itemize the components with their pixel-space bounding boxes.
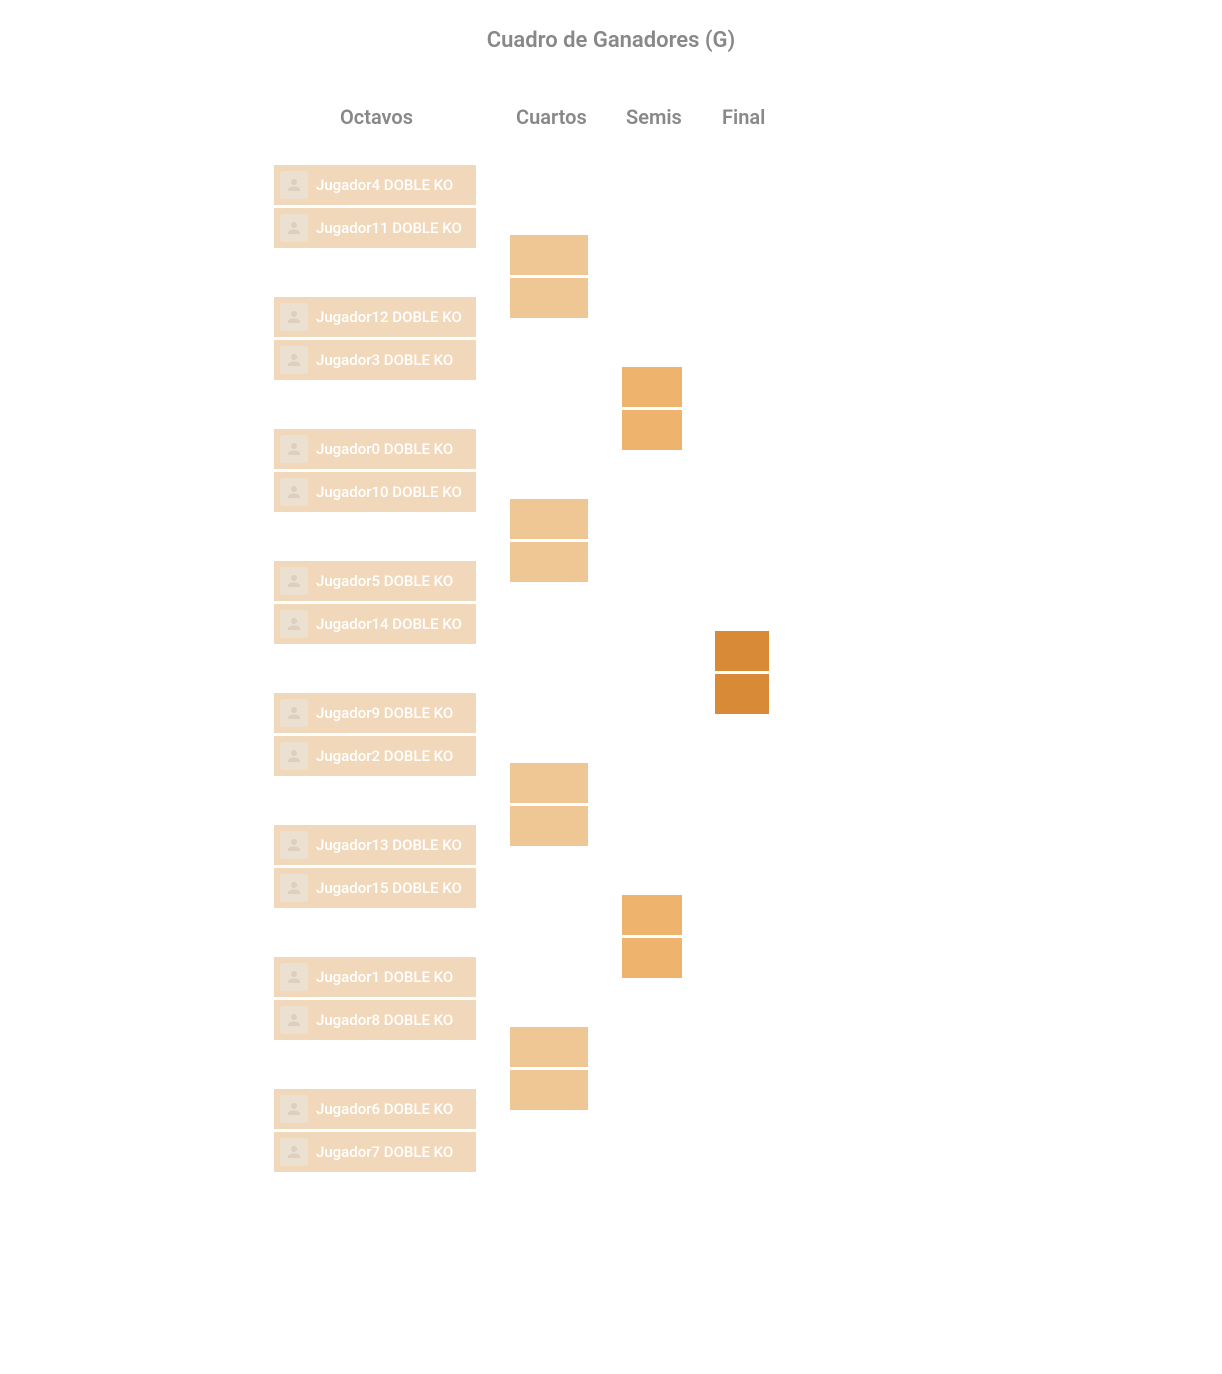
player-slot[interactable]: Jugador9 DOBLE KO bbox=[274, 693, 476, 733]
player-name: Jugador11 DOBLE KO bbox=[316, 219, 462, 237]
octavos-pair: Jugador12 DOBLE KO Jugador3 DOBLE KO bbox=[274, 297, 476, 380]
avatar-icon bbox=[280, 831, 308, 859]
player-slot[interactable]: Jugador4 DOBLE KO bbox=[274, 165, 476, 205]
empty-slot[interactable] bbox=[510, 499, 588, 539]
player-name: Jugador6 DOBLE KO bbox=[316, 1100, 453, 1118]
player-slot[interactable]: Jugador1 DOBLE KO bbox=[274, 957, 476, 997]
avatar-icon bbox=[280, 435, 308, 463]
header-octavos: Octavos bbox=[340, 105, 413, 129]
player-name: Jugador3 DOBLE KO bbox=[316, 351, 453, 369]
player-name: Jugador2 DOBLE KO bbox=[316, 747, 453, 765]
semis-pair bbox=[622, 367, 682, 450]
avatar-icon bbox=[280, 610, 308, 638]
semis-pair bbox=[622, 895, 682, 978]
empty-slot[interactable] bbox=[510, 1070, 588, 1110]
player-slot[interactable]: Jugador15 DOBLE KO bbox=[274, 868, 476, 908]
final-pair bbox=[715, 631, 769, 714]
player-name: Jugador0 DOBLE KO bbox=[316, 440, 453, 458]
player-slot[interactable]: Jugador11 DOBLE KO bbox=[274, 208, 476, 248]
avatar-icon bbox=[280, 171, 308, 199]
avatar-icon bbox=[280, 346, 308, 374]
player-name: Jugador15 DOBLE KO bbox=[316, 879, 462, 897]
empty-slot[interactable] bbox=[510, 542, 588, 582]
empty-slot[interactable] bbox=[510, 806, 588, 846]
avatar-icon bbox=[280, 303, 308, 331]
avatar-icon bbox=[280, 1006, 308, 1034]
empty-slot[interactable] bbox=[510, 235, 588, 275]
header-final: Final bbox=[722, 105, 765, 129]
header-semis: Semis bbox=[626, 105, 682, 129]
player-name: Jugador5 DOBLE KO bbox=[316, 572, 453, 590]
empty-slot[interactable] bbox=[715, 674, 769, 714]
empty-slot[interactable] bbox=[510, 763, 588, 803]
empty-slot[interactable] bbox=[622, 410, 682, 450]
player-name: Jugador10 DOBLE KO bbox=[316, 483, 462, 501]
header-cuartos: Cuartos bbox=[516, 105, 587, 129]
player-slot[interactable]: Jugador3 DOBLE KO bbox=[274, 340, 476, 380]
player-name: Jugador7 DOBLE KO bbox=[316, 1143, 453, 1161]
avatar-icon bbox=[280, 1138, 308, 1166]
player-slot[interactable]: Jugador7 DOBLE KO bbox=[274, 1132, 476, 1172]
empty-slot[interactable] bbox=[715, 631, 769, 671]
player-slot[interactable]: Jugador5 DOBLE KO bbox=[274, 561, 476, 601]
avatar-icon bbox=[280, 214, 308, 242]
player-name: Jugador4 DOBLE KO bbox=[316, 176, 453, 194]
column-headers: Octavos Cuartos Semis Final bbox=[0, 105, 1222, 135]
player-slot[interactable]: Jugador13 DOBLE KO bbox=[274, 825, 476, 865]
player-slot[interactable]: Jugador12 DOBLE KO bbox=[274, 297, 476, 337]
player-slot[interactable]: Jugador8 DOBLE KO bbox=[274, 1000, 476, 1040]
octavos-pair: Jugador1 DOBLE KO Jugador8 DOBLE KO bbox=[274, 957, 476, 1040]
avatar-icon bbox=[280, 699, 308, 727]
octavos-pair: Jugador5 DOBLE KO Jugador14 DOBLE KO bbox=[274, 561, 476, 644]
octavos-pair: Jugador9 DOBLE KO Jugador2 DOBLE KO bbox=[274, 693, 476, 776]
empty-slot[interactable] bbox=[622, 367, 682, 407]
player-slot[interactable]: Jugador2 DOBLE KO bbox=[274, 736, 476, 776]
avatar-icon bbox=[280, 742, 308, 770]
bracket-diagram: Jugador4 DOBLE KOJugador11 DOBLE KOJugad… bbox=[0, 165, 1222, 1165]
avatar-icon bbox=[280, 567, 308, 595]
avatar-icon bbox=[280, 874, 308, 902]
octavos-pair: Jugador0 DOBLE KO Jugador10 DOBLE KO bbox=[274, 429, 476, 512]
cuartos-pair bbox=[510, 763, 588, 846]
player-name: Jugador14 DOBLE KO bbox=[316, 615, 462, 633]
player-name: Jugador9 DOBLE KO bbox=[316, 704, 453, 722]
cuartos-pair bbox=[510, 1027, 588, 1110]
player-slot[interactable]: Jugador14 DOBLE KO bbox=[274, 604, 476, 644]
player-slot[interactable]: Jugador10 DOBLE KO bbox=[274, 472, 476, 512]
player-slot[interactable]: Jugador0 DOBLE KO bbox=[274, 429, 476, 469]
octavos-pair: Jugador4 DOBLE KO Jugador11 DOBLE KO bbox=[274, 165, 476, 248]
player-name: Jugador1 DOBLE KO bbox=[316, 968, 453, 986]
player-slot[interactable]: Jugador6 DOBLE KO bbox=[274, 1089, 476, 1129]
player-name: Jugador12 DOBLE KO bbox=[316, 308, 462, 326]
avatar-icon bbox=[280, 478, 308, 506]
avatar-icon bbox=[280, 963, 308, 991]
cuartos-pair bbox=[510, 235, 588, 318]
cuartos-pair bbox=[510, 499, 588, 582]
player-name: Jugador8 DOBLE KO bbox=[316, 1011, 453, 1029]
avatar-icon bbox=[280, 1095, 308, 1123]
empty-slot[interactable] bbox=[510, 278, 588, 318]
player-name: Jugador13 DOBLE KO bbox=[316, 836, 462, 854]
octavos-pair: Jugador6 DOBLE KO Jugador7 DOBLE KO bbox=[274, 1089, 476, 1172]
empty-slot[interactable] bbox=[622, 938, 682, 978]
empty-slot[interactable] bbox=[510, 1027, 588, 1067]
empty-slot[interactable] bbox=[622, 895, 682, 935]
octavos-pair: Jugador13 DOBLE KO Jugador15 DOBLE KO bbox=[274, 825, 476, 908]
bracket-title: Cuadro de Ganadores (G) bbox=[0, 28, 1222, 53]
